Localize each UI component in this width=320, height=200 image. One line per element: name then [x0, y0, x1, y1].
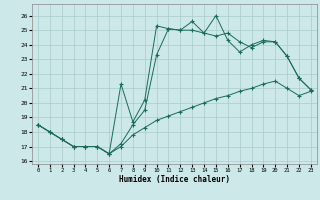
X-axis label: Humidex (Indice chaleur): Humidex (Indice chaleur) [119, 175, 230, 184]
